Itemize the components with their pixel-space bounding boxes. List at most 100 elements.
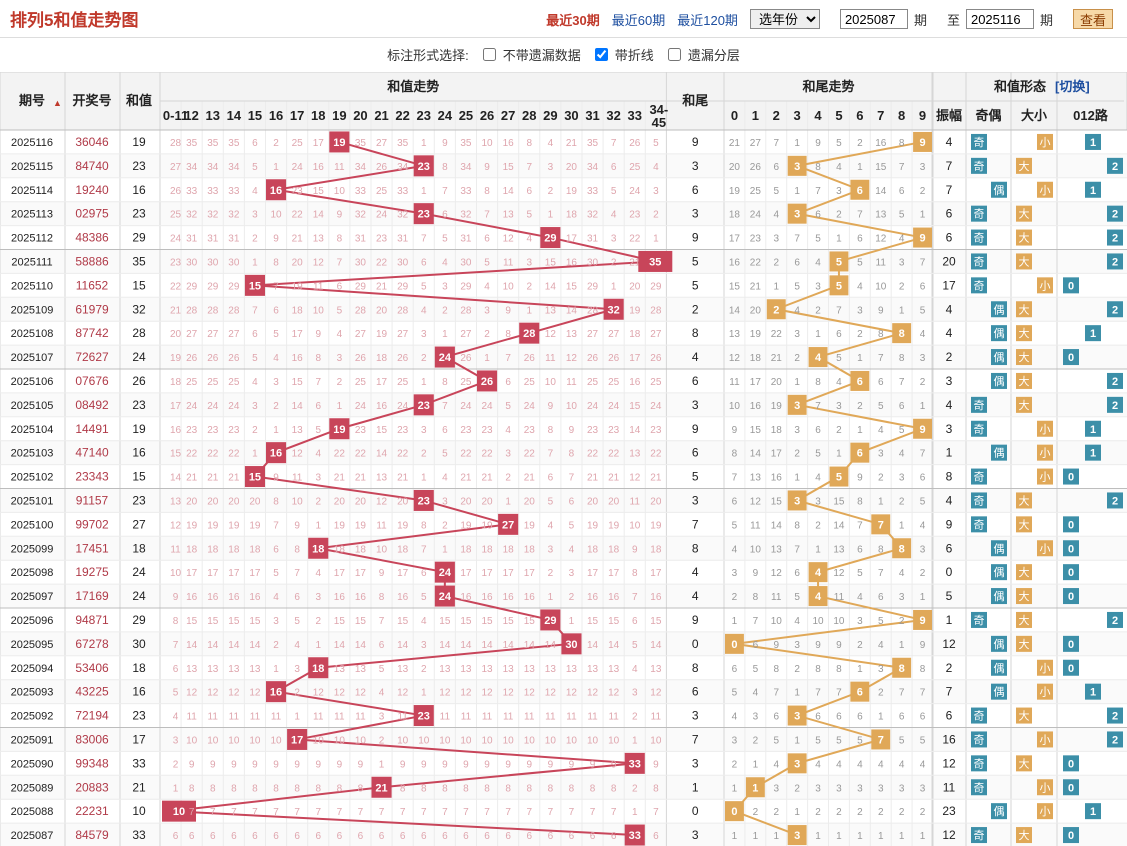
tail-marker-label: 2	[773, 304, 779, 316]
period-60-link[interactable]: 最近60期	[611, 12, 666, 28]
sum-omission: 31	[397, 234, 409, 245]
amp-cell: 11	[943, 780, 956, 794]
issue-cell: 2025112	[11, 233, 53, 245]
sum-omission: 35	[228, 138, 240, 149]
period-120-link[interactable]: 最近120期	[677, 12, 738, 28]
sum-cell: 16	[132, 685, 146, 699]
tail-omission: 4	[794, 305, 800, 316]
sum-omission: 16	[228, 592, 240, 603]
tail-omission: 5	[773, 735, 779, 746]
sum-omission: 26	[460, 353, 472, 364]
big-small-label: 小	[1040, 781, 1051, 794]
odd-even-marker	[971, 229, 987, 246]
sum-omission: 9	[252, 759, 258, 770]
to-issue-input[interactable]	[965, 9, 1034, 29]
option-layered-checkbox[interactable]	[667, 47, 681, 61]
trend-bin-label: 0-11	[163, 108, 188, 123]
sum-omission: 30	[587, 257, 599, 268]
sum-omission: 15	[292, 377, 304, 388]
from-issue-input[interactable]	[839, 9, 908, 29]
sum-omission: 12	[376, 496, 388, 507]
sum-omission: 23	[650, 425, 662, 436]
tail-omission: 6	[794, 257, 800, 268]
tail-marker-label: 3	[794, 400, 800, 412]
tail-omission: 6	[732, 664, 738, 675]
route-label: 1	[1090, 806, 1096, 818]
option-polyline[interactable]: 带折线	[594, 45, 654, 64]
tail-cell: 3	[692, 159, 699, 173]
sum-omission: 31	[207, 234, 219, 245]
sum-omission: 33	[397, 186, 409, 197]
odd-even-label: 奇	[974, 471, 985, 484]
tail-omission: 1	[857, 831, 863, 842]
sum-omission: 3	[273, 377, 279, 388]
sum-omission: 3	[505, 449, 511, 460]
sum-omission: 6	[611, 162, 617, 173]
period-30-link[interactable]: 最近30期	[546, 12, 600, 28]
sum-marker	[638, 250, 673, 272]
option-layered[interactable]: 遗漏分层	[667, 45, 740, 64]
big-small-marker	[1037, 803, 1053, 820]
tail-omission: 21	[771, 353, 783, 364]
sum-omission: 16	[313, 162, 325, 173]
view-button[interactable]: 查看	[1072, 9, 1113, 29]
row-background	[0, 201, 1127, 226]
tail-omission: 8	[815, 377, 821, 388]
year-select[interactable]: 选年份	[749, 9, 820, 29]
sum-omission: 8	[442, 377, 448, 388]
sum-omission: 8	[294, 544, 300, 555]
tail-omission: 5	[878, 401, 884, 412]
sum-omission: 3	[421, 329, 427, 340]
sum-omission: 7	[294, 807, 300, 818]
sum-omission: 20	[207, 496, 219, 507]
sum-omission: 22	[587, 449, 599, 460]
big-small-label: 小	[1040, 686, 1051, 699]
sum-omission: 11	[355, 712, 366, 723]
option-no-omission[interactable]: 不带遗漏数据	[482, 45, 581, 64]
sum-marker	[434, 346, 455, 368]
tail-cell: 1	[692, 780, 699, 794]
odd-even-marker	[971, 755, 987, 772]
sum-omission: 7	[358, 807, 364, 818]
sum-omission: 29	[650, 281, 662, 292]
sum-cell: 23	[132, 493, 146, 507]
sum-marker	[603, 298, 624, 320]
sum-omission: 8	[315, 353, 321, 364]
tail-omission: 3	[857, 305, 863, 316]
sum-omission: 1	[611, 281, 617, 292]
odd-even-label: 偶	[994, 566, 1005, 579]
sum-omission: 2	[315, 496, 321, 507]
odd-even-label: 奇	[974, 232, 985, 245]
sum-omission: 11	[376, 520, 387, 531]
big-small-label: 小	[1040, 136, 1051, 149]
sum-omission: 10	[566, 401, 578, 412]
tail-digit-label: 8	[898, 108, 905, 123]
sum-omission: 9	[569, 425, 575, 436]
big-small-label: 小	[1040, 662, 1051, 675]
issue-cell: 2025114	[11, 185, 53, 197]
odd-even-marker	[971, 277, 987, 294]
header-issue: 期号	[19, 93, 45, 108]
sum-omission: 26	[207, 353, 219, 364]
odd-even-marker	[971, 420, 987, 437]
sum-omission: 1	[173, 783, 179, 794]
sum-omission: 34	[186, 162, 198, 173]
sum-omission: 22	[334, 449, 346, 460]
tail-omission: 2	[773, 257, 779, 268]
sum-omission: 13	[481, 664, 493, 675]
sum-omission: 22	[292, 210, 304, 221]
tail-omission: 3	[815, 783, 821, 794]
amp-cell: 4	[946, 135, 953, 149]
sum-omission: 24	[376, 210, 388, 221]
tail-omission: 4	[878, 640, 884, 651]
sum-omission: 21	[355, 473, 367, 484]
sum-omission: 8	[231, 783, 237, 794]
sum-omission: 14	[503, 186, 515, 197]
sum-omission: 6	[400, 831, 406, 842]
option-no-omission-checkbox[interactable]	[482, 47, 496, 61]
sum-marker-label: 18	[312, 663, 324, 675]
sum-omission: 9	[484, 759, 490, 770]
sum-omission: 7	[526, 807, 532, 818]
amp-cell: 3	[946, 374, 953, 388]
option-polyline-checkbox[interactable]	[594, 47, 608, 61]
